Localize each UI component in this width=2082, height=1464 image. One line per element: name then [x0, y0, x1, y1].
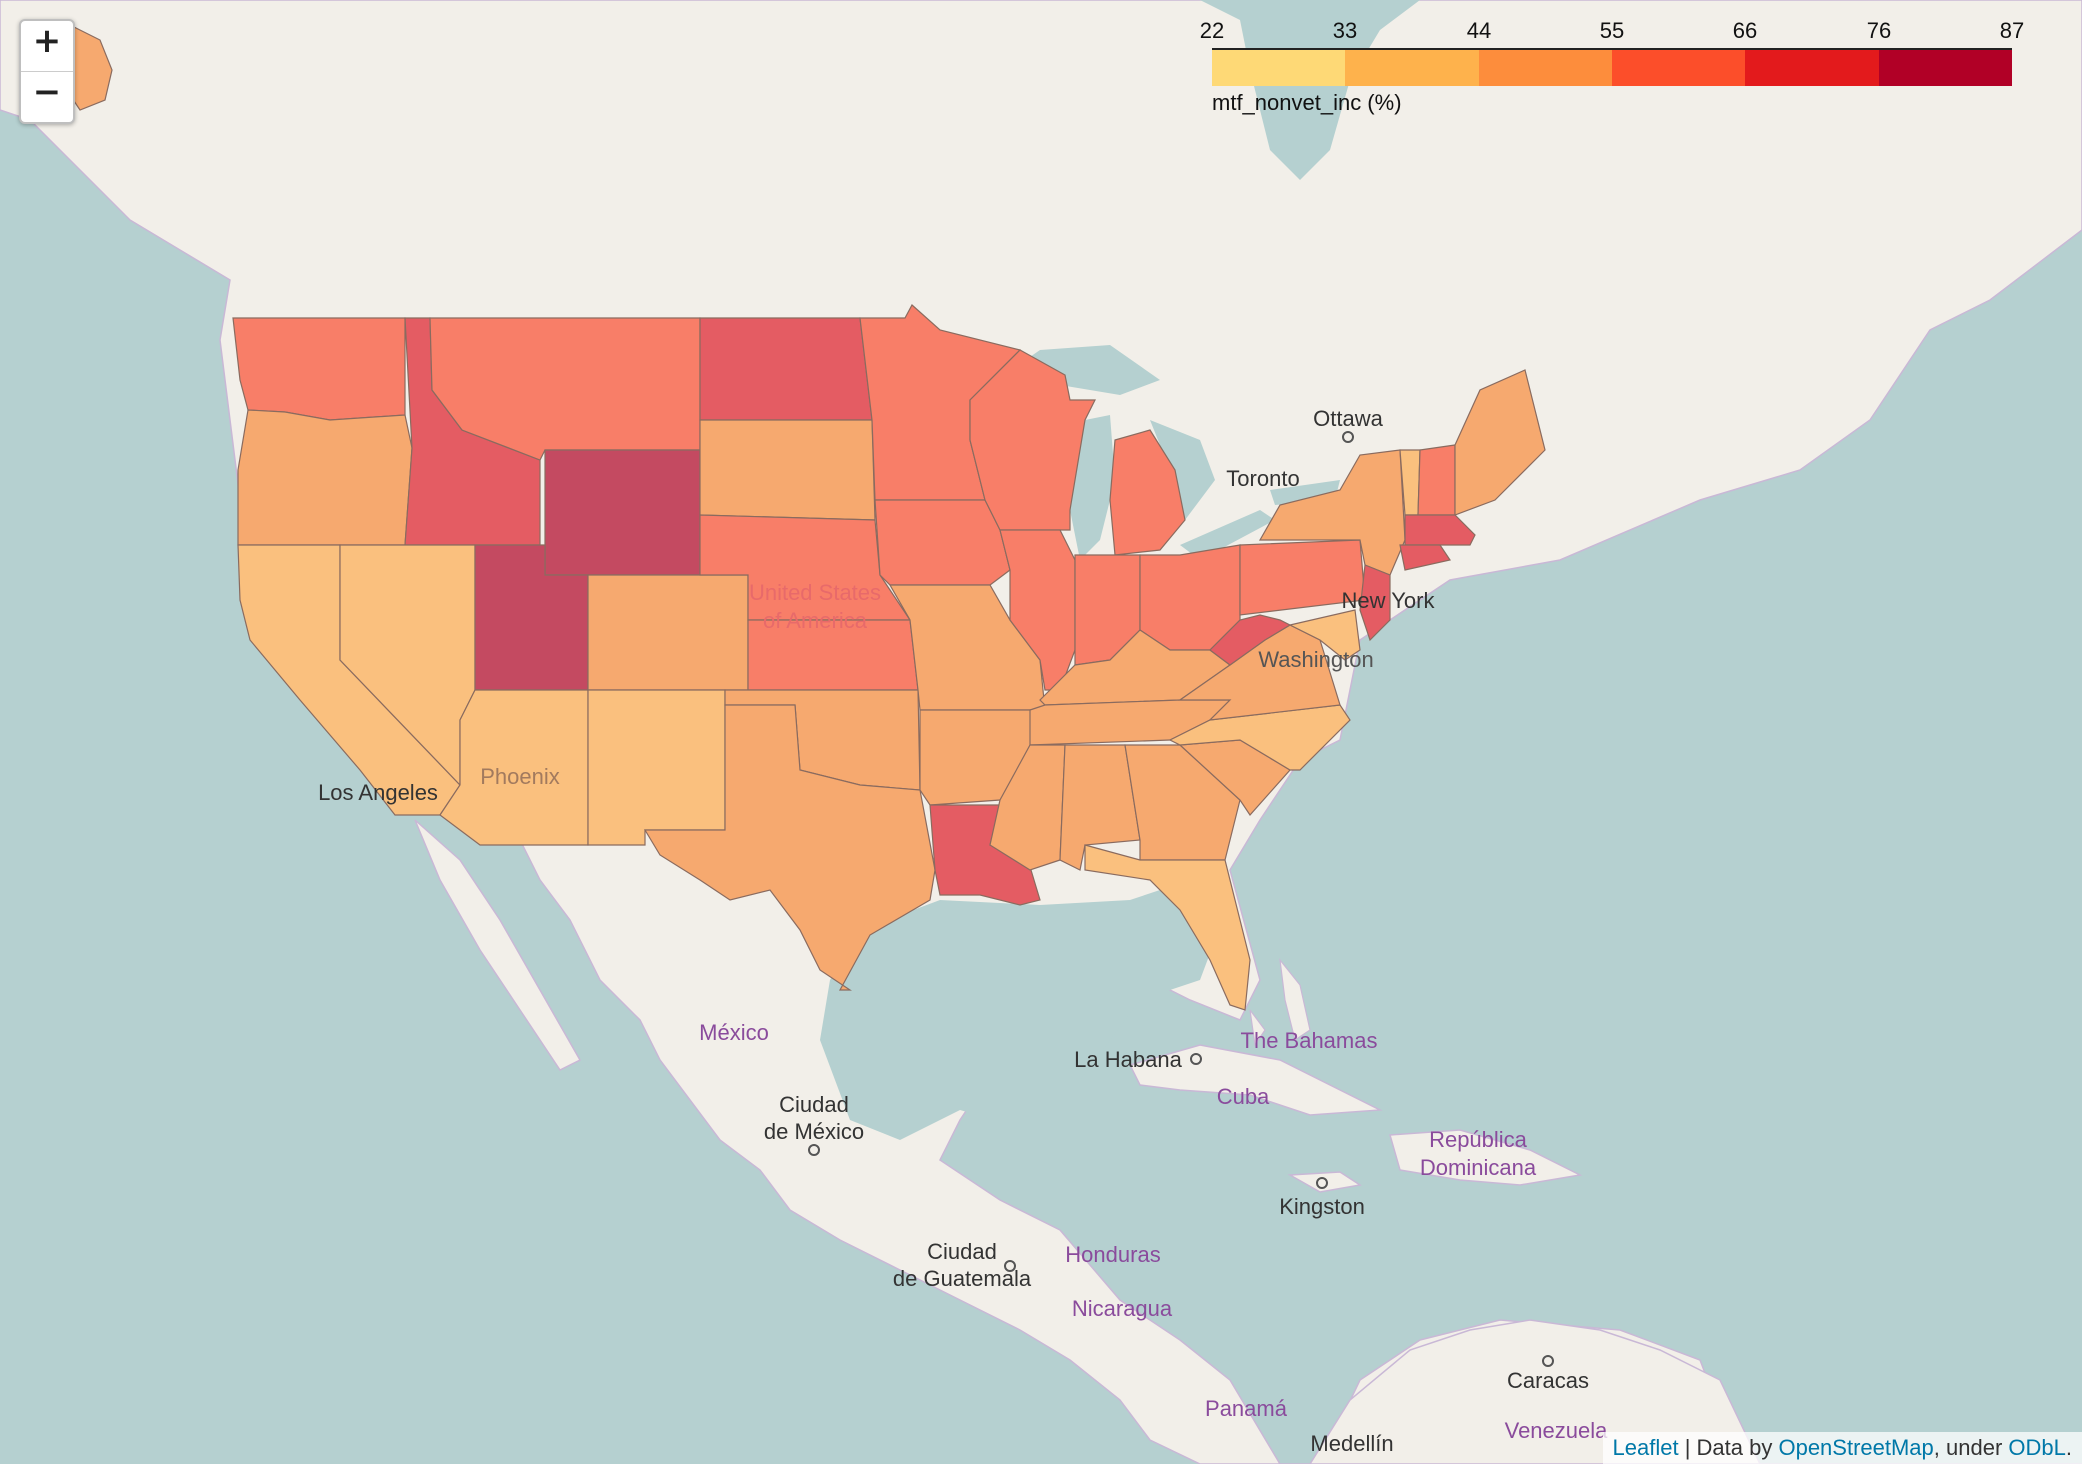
- city-dot-kingston: [1316, 1177, 1328, 1189]
- label-honduras: Honduras: [1065, 1242, 1160, 1267]
- label-cuba: Cuba: [1217, 1084, 1270, 1109]
- state-texas[interactable]: [643, 704, 936, 991]
- land-south-america: [1309, 1319, 1761, 1464]
- state-connecticut-ri[interactable]: [1399, 544, 1451, 571]
- city-dot-caracas: [1542, 1355, 1554, 1367]
- zoom-out-button[interactable]: −: [32, 72, 62, 112]
- legend-swatch: [1345, 50, 1479, 86]
- label-toronto: Toronto: [1226, 466, 1299, 491]
- legend-tick: 87: [1999, 18, 2025, 43]
- label-venezuela: Venezuela: [1505, 1418, 1609, 1443]
- state-washington[interactable]: [232, 317, 406, 421]
- label-ottawa: Ottawa: [1313, 406, 1383, 431]
- land-baja: [414, 819, 582, 1071]
- state-new-york[interactable]: [1258, 449, 1406, 576]
- label-washington: Washington: [1258, 647, 1373, 672]
- legend-swatch: [1878, 50, 2012, 86]
- label-usa-line2: of America: [763, 608, 868, 633]
- label-new-york: New York: [1342, 588, 1436, 613]
- label-caracas: Caracas: [1507, 1368, 1589, 1393]
- state-wisconsin[interactable]: [969, 349, 1096, 531]
- label-republica-line1: República: [1429, 1127, 1528, 1152]
- osm-link[interactable]: OpenStreetMap: [1778, 1435, 1934, 1460]
- zoom-in-button[interactable]: +: [21, 21, 73, 72]
- label-nicaragua: Nicaragua: [1072, 1296, 1173, 1321]
- label-panama: Panamá: [1205, 1396, 1288, 1421]
- label-la-habana: La Habana: [1074, 1047, 1182, 1072]
- legend-swatch: [1745, 50, 1879, 86]
- city-dot-ottawa: [1342, 431, 1354, 443]
- city-dot-guatemala: [1004, 1260, 1016, 1272]
- label-ciudad-guatemala-line1: Ciudad: [927, 1239, 997, 1264]
- odbl-link[interactable]: ODbL: [2008, 1435, 2066, 1460]
- state-oregon[interactable]: [237, 409, 413, 546]
- leaflet-link[interactable]: Leaflet: [1612, 1435, 1679, 1460]
- legend-tick: 66: [1732, 18, 1758, 43]
- city-dot-mexico: [808, 1144, 820, 1156]
- state-new-hampshire[interactable]: [1417, 444, 1456, 516]
- legend-tick: 33: [1332, 18, 1358, 43]
- label-medellin: Medellín: [1310, 1431, 1393, 1456]
- attribution-sep: | Data by: [1678, 1435, 1779, 1460]
- legend-bar-line: [1212, 48, 2012, 50]
- land-jamaica: [1287, 1171, 1363, 1193]
- state-florida[interactable]: [1084, 844, 1251, 1011]
- legend-swatch: [1611, 50, 1746, 86]
- state-colorado[interactable]: [587, 574, 749, 691]
- label-ciudad-mexico-line2: de México: [764, 1119, 864, 1144]
- color-legend: 22 33 44 55 66 76 87 mtf_nonvet_inc (%): [1199, 18, 2024, 115]
- label-kingston: Kingston: [1279, 1194, 1365, 1219]
- attribution: Leaflet | Data by OpenStreetMap, under O…: [1602, 1432, 2082, 1464]
- map-labels: Ottawa Toronto New York Washington Unite…: [318, 406, 1608, 1456]
- label-usa-line1: United States: [749, 580, 881, 605]
- water-gulf-of-mexico: [820, 880, 1230, 1140]
- legend-tick: 55: [1599, 18, 1625, 43]
- land-bahamas: [1249, 957, 1311, 1047]
- label-republica-line2: Dominicana: [1420, 1155, 1537, 1180]
- water-lake-erie: [1180, 510, 1275, 560]
- attribution-end: .: [2065, 1435, 2072, 1460]
- label-ciudad-mexico-line1: Ciudad: [779, 1092, 849, 1117]
- land-hispaniola: [1389, 1129, 1583, 1186]
- legend-swatch: [1212, 50, 1346, 86]
- us-states: [59, 19, 1546, 1011]
- legend-tick: 22: [1199, 18, 1225, 43]
- zoom-control: + −: [19, 19, 75, 124]
- legend-color-bar: [1212, 50, 2012, 86]
- label-los-angeles: Los Angeles: [318, 780, 438, 805]
- legend-tick: 76: [1866, 18, 1892, 43]
- attribution-under: , under: [1933, 1435, 2009, 1460]
- legend-title: mtf_nonvet_inc (%): [1212, 90, 1402, 115]
- state-iowa[interactable]: [874, 499, 1011, 586]
- water-lake-michigan: [1070, 415, 1115, 560]
- state-new-mexico[interactable]: [587, 689, 726, 846]
- city-dot-habana: [1190, 1053, 1202, 1065]
- state-delaware-maryland[interactable]: [1288, 609, 1361, 661]
- label-phoenix: Phoenix: [480, 764, 560, 789]
- state-michigan[interactable]: [1109, 429, 1186, 556]
- water-hudson-bay: [1200, 0, 1420, 180]
- state-new-jersey[interactable]: [1359, 564, 1391, 642]
- state-wyoming[interactable]: [544, 449, 701, 576]
- legend-tick: 44: [1466, 18, 1492, 43]
- label-ciudad-guatemala-line2: de Guatemala: [893, 1266, 1032, 1291]
- label-bahamas: The Bahamas: [1241, 1028, 1378, 1053]
- state-west-virginia[interactable]: [1209, 614, 1292, 666]
- state-south-dakota[interactable]: [699, 419, 876, 521]
- label-mexico: México: [699, 1020, 769, 1045]
- state-north-dakota[interactable]: [699, 317, 873, 421]
- legend-swatch: [1478, 50, 1612, 86]
- water-lake-huron: [1150, 420, 1215, 520]
